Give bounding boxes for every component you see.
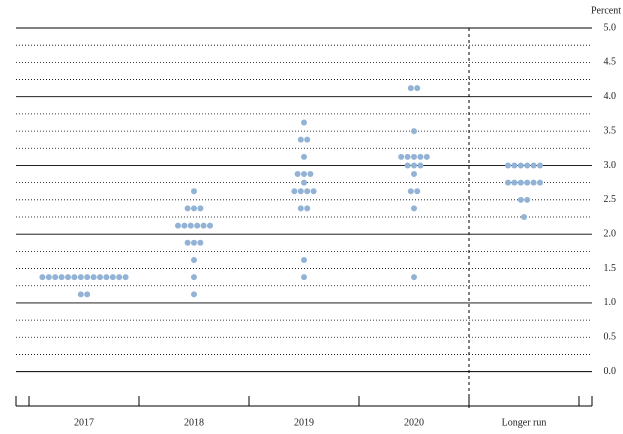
dot bbox=[291, 188, 298, 195]
y-tick-label: 4.0 bbox=[604, 91, 617, 102]
y-tick-label: 3.0 bbox=[604, 160, 617, 171]
dot bbox=[294, 171, 301, 178]
dot bbox=[200, 222, 207, 229]
y-tick-label: 3.5 bbox=[604, 125, 617, 136]
dot bbox=[537, 162, 543, 169]
dot bbox=[175, 222, 181, 229]
dot bbox=[197, 239, 204, 246]
y-axis-label: Percent bbox=[591, 5, 621, 16]
y-tick-label: 2.0 bbox=[604, 228, 617, 239]
dot bbox=[411, 162, 417, 169]
dot bbox=[411, 128, 417, 135]
dot bbox=[404, 153, 411, 160]
dot bbox=[116, 274, 123, 281]
dot bbox=[187, 222, 194, 229]
dot bbox=[109, 274, 116, 281]
dot bbox=[411, 171, 417, 178]
dot bbox=[511, 179, 518, 186]
dot bbox=[407, 188, 414, 195]
dot bbox=[524, 196, 531, 203]
dot bbox=[191, 205, 197, 212]
y-tick-label: 0.5 bbox=[604, 332, 617, 343]
y-tick-label: 5.0 bbox=[604, 22, 617, 33]
dot bbox=[530, 162, 537, 169]
dot bbox=[404, 162, 411, 169]
dot bbox=[301, 256, 307, 263]
dot bbox=[411, 205, 417, 212]
dot bbox=[122, 274, 129, 281]
dot bbox=[517, 162, 524, 169]
dot bbox=[505, 179, 511, 186]
dot bbox=[304, 188, 311, 195]
dot bbox=[301, 274, 307, 281]
dot bbox=[90, 274, 97, 281]
dot bbox=[417, 153, 424, 160]
x-tick-label: 2017 bbox=[74, 417, 94, 428]
dot bbox=[521, 214, 527, 220]
x-tick-label: Longer run bbox=[502, 417, 547, 428]
dot bbox=[58, 274, 65, 281]
dot bbox=[301, 179, 307, 186]
dot bbox=[207, 222, 213, 229]
dot bbox=[530, 179, 537, 186]
dot bbox=[184, 205, 191, 212]
y-tick-label: 0.0 bbox=[604, 366, 617, 377]
dot bbox=[511, 162, 518, 169]
dot bbox=[184, 239, 191, 246]
y-tick-label: 1.5 bbox=[604, 263, 617, 274]
dot bbox=[194, 222, 201, 229]
dot bbox=[414, 85, 421, 92]
dot bbox=[414, 188, 421, 195]
dot bbox=[517, 179, 524, 186]
dot bbox=[191, 291, 197, 298]
dot bbox=[411, 274, 417, 281]
dot bbox=[84, 274, 91, 281]
dot bbox=[307, 171, 314, 178]
dot bbox=[423, 153, 430, 160]
dot bbox=[191, 256, 197, 263]
dot bbox=[304, 205, 311, 212]
y-tick-label: 2.5 bbox=[604, 194, 617, 205]
dot bbox=[39, 274, 46, 281]
dot bbox=[398, 153, 405, 160]
dot bbox=[505, 162, 511, 169]
dot bbox=[407, 85, 414, 92]
dot bbox=[191, 188, 197, 195]
dot bbox=[411, 153, 417, 160]
dot bbox=[537, 179, 543, 186]
dot bbox=[524, 162, 531, 169]
dot bbox=[191, 274, 197, 281]
x-tick-label: 2019 bbox=[294, 417, 314, 428]
dot bbox=[524, 179, 531, 186]
dot bbox=[417, 162, 424, 169]
dot bbox=[103, 274, 110, 281]
dot bbox=[297, 188, 304, 195]
dot bbox=[77, 291, 84, 298]
dot bbox=[77, 274, 84, 281]
dot bbox=[301, 119, 307, 126]
dot bbox=[301, 171, 307, 178]
x-tick-label: 2020 bbox=[404, 417, 424, 428]
dot bbox=[45, 274, 52, 281]
y-tick-label: 1.0 bbox=[604, 297, 617, 308]
dot bbox=[65, 274, 71, 281]
dot bbox=[517, 196, 524, 203]
dot bbox=[52, 274, 59, 281]
dot bbox=[297, 136, 304, 143]
y-tick-label: 4.5 bbox=[604, 57, 617, 68]
dot bbox=[97, 274, 103, 281]
dot bbox=[310, 188, 317, 195]
dot bbox=[181, 222, 188, 229]
dot bbox=[301, 153, 307, 160]
dot bbox=[84, 291, 91, 298]
x-tick-label: 2018 bbox=[184, 417, 204, 428]
dot bbox=[304, 136, 311, 143]
dot bbox=[297, 205, 304, 212]
dot bbox=[191, 239, 197, 246]
dot bbox=[71, 274, 78, 281]
dot bbox=[197, 205, 204, 212]
